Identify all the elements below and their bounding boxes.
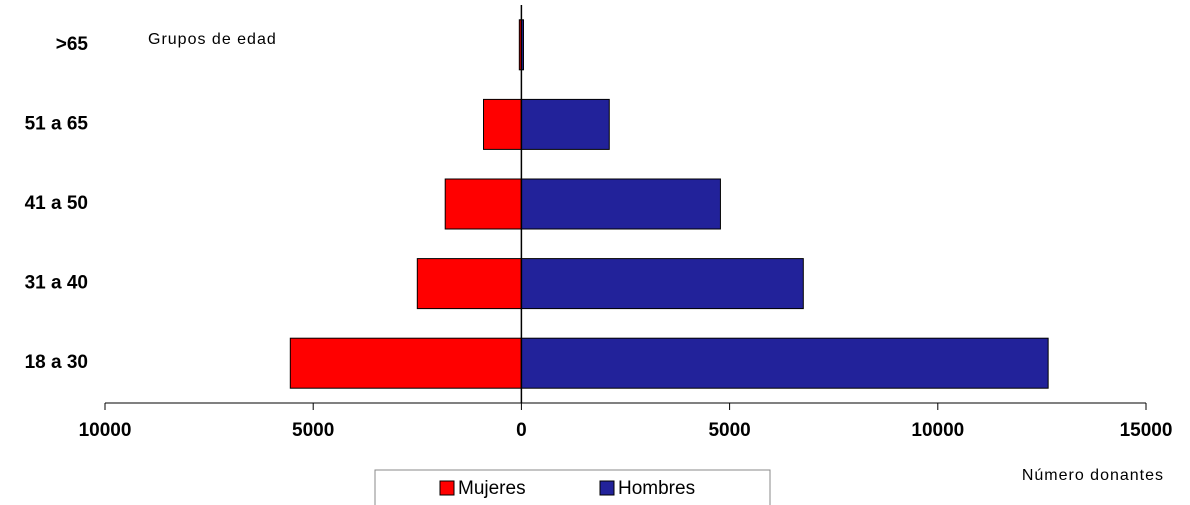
x-tick-label: 5000 xyxy=(708,420,750,441)
bar xyxy=(520,258,804,310)
bar xyxy=(416,258,522,310)
legend-swatch xyxy=(439,480,455,496)
legend-label: Mujeres xyxy=(458,478,526,499)
bar xyxy=(444,178,522,230)
category-label: 41 a 50 xyxy=(25,193,88,214)
bar xyxy=(483,98,522,150)
bar xyxy=(520,337,1049,389)
x-tick-label: 15000 xyxy=(1120,420,1173,441)
y-axis-label: Grupos de edad xyxy=(148,31,277,48)
legend-box xyxy=(374,469,771,505)
category-label: 18 a 30 xyxy=(25,352,88,373)
x-tick-label: 10000 xyxy=(911,420,964,441)
category-label: >65 xyxy=(56,34,89,55)
category-label: 51 a 65 xyxy=(25,113,89,134)
bar xyxy=(520,178,721,230)
legend-swatch xyxy=(599,480,615,496)
legend-label: Hombres xyxy=(618,478,695,499)
bar xyxy=(289,337,522,389)
x-tick-label: 5000 xyxy=(292,420,334,441)
x-tick-label: 10000 xyxy=(79,420,132,441)
bar xyxy=(520,98,610,150)
category-label: 31 a 40 xyxy=(25,273,88,294)
x-tick-label: 0 xyxy=(516,420,527,441)
x-axis-label: Número donantes xyxy=(1022,467,1164,484)
